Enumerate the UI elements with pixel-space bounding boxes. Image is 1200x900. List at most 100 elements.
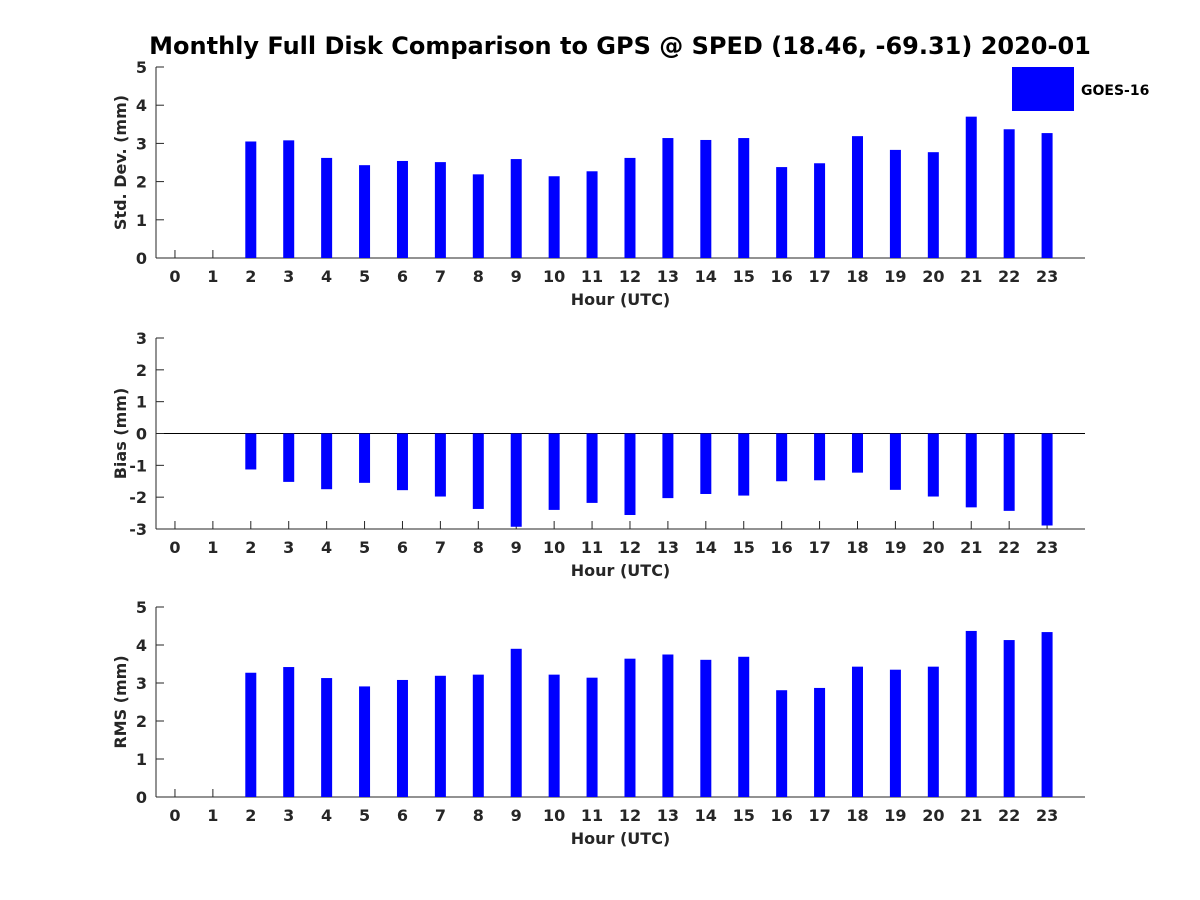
y-tick-label-std-dev: 4 (136, 96, 147, 115)
bar-bias-hour-14 (700, 433, 712, 494)
bar-rms-hour-14 (700, 659, 712, 797)
bar-bias-hour-23 (1041, 433, 1053, 526)
x-tick-label-bias: 5 (359, 538, 370, 557)
bar-bias-hour-22 (1003, 433, 1015, 511)
bar-std-dev-hour-21 (965, 116, 977, 258)
bar-std-dev-hour-8 (472, 174, 484, 258)
bar-std-dev-hour-13 (662, 138, 674, 258)
y-tick-label-bias: 2 (136, 361, 147, 380)
x-tick-label-rms: 18 (846, 806, 868, 825)
bar-rms-hour-16 (776, 690, 788, 797)
x-tick-label-std-dev: 4 (321, 267, 332, 286)
bar-rms-hour-18 (851, 666, 863, 797)
x-tick-label-rms: 22 (998, 806, 1020, 825)
x-tick-label-rms: 1 (207, 806, 218, 825)
x-tick-label-std-dev: 23 (1036, 267, 1058, 286)
bar-rms-hour-2 (245, 672, 257, 797)
x-tick-label-rms: 15 (733, 806, 755, 825)
bar-rms-hour-8 (472, 674, 484, 797)
x-tick-label-rms: 14 (695, 806, 717, 825)
x-tick-label-bias: 12 (619, 538, 641, 557)
x-tick-label-rms: 16 (771, 806, 793, 825)
bar-bias-hour-8 (472, 433, 484, 509)
x-tick-label-std-dev: 6 (397, 267, 408, 286)
y-tick-label-std-dev: 0 (136, 249, 147, 268)
x-tick-label-rms: 3 (283, 806, 294, 825)
bar-bias-hour-2 (245, 433, 257, 470)
bar-rms-hour-5 (359, 686, 371, 797)
y-tick-label-bias: -1 (129, 456, 147, 475)
x-tick-label-bias: 22 (998, 538, 1020, 557)
bar-rms-hour-4 (321, 678, 333, 797)
y-tick-label-bias: 3 (136, 329, 147, 348)
bar-std-dev-hour-2 (245, 141, 257, 258)
x-tick-label-std-dev: 17 (808, 267, 830, 286)
bar-std-dev-hour-16 (776, 167, 788, 258)
y-tick-label-bias: -3 (129, 520, 147, 539)
bar-std-dev-hour-4 (321, 157, 333, 258)
x-tick-label-bias: 18 (846, 538, 868, 557)
bar-rms-hour-11 (586, 677, 598, 797)
x-tick-label-std-dev: 0 (169, 267, 180, 286)
bar-std-dev-hour-10 (548, 176, 560, 258)
bar-rms-hour-22 (1003, 640, 1015, 797)
x-tick-label-bias: 19 (884, 538, 906, 557)
x-tick-label-bias: 0 (169, 538, 180, 557)
bar-rms-hour-10 (548, 674, 560, 797)
bar-rms-hour-20 (927, 666, 939, 797)
x-tick-label-rms: 0 (169, 806, 180, 825)
x-tick-label-std-dev: 22 (998, 267, 1020, 286)
bar-std-dev-hour-15 (738, 138, 750, 258)
x-tick-label-bias: 21 (960, 538, 982, 557)
y-axis-label-rms: RMS (mm) (111, 655, 130, 748)
bar-rms-hour-21 (965, 630, 977, 797)
x-axis-label-rms: Hour (UTC) (571, 829, 671, 848)
y-tick-label-rms: 2 (136, 712, 147, 731)
x-tick-label-bias: 4 (321, 538, 332, 557)
x-tick-label-std-dev: 2 (245, 267, 256, 286)
bar-std-dev-hour-14 (700, 139, 712, 258)
legend-label-goes-16: GOES-16 (1081, 83, 1149, 99)
bar-rms-hour-3 (283, 667, 295, 797)
bar-std-dev-hour-11 (586, 171, 598, 258)
x-tick-label-std-dev: 7 (435, 267, 446, 286)
x-tick-label-std-dev: 1 (207, 267, 218, 286)
y-tick-label-rms: 5 (136, 598, 147, 617)
bar-bias-hour-20 (927, 433, 939, 497)
y-tick-label-std-dev: 2 (136, 173, 147, 192)
x-tick-label-std-dev: 10 (543, 267, 565, 286)
bar-bias-hour-5 (359, 433, 371, 483)
x-tick-label-std-dev: 18 (846, 267, 868, 286)
x-tick-label-rms: 19 (884, 806, 906, 825)
x-tick-label-bias: 23 (1036, 538, 1058, 557)
x-tick-label-bias: 1 (207, 538, 218, 557)
bar-bias-hour-11 (586, 433, 598, 503)
x-tick-label-bias: 11 (581, 538, 603, 557)
bar-std-dev-hour-22 (1003, 129, 1015, 258)
x-tick-label-bias: 7 (435, 538, 446, 557)
x-tick-label-bias: 17 (808, 538, 830, 557)
legend: GOES-16 (1012, 67, 1149, 111)
y-tick-label-bias: 0 (136, 425, 147, 444)
bar-bias-hour-3 (283, 433, 295, 482)
bar-std-dev-hour-12 (624, 157, 636, 258)
bar-bias-hour-6 (396, 433, 408, 491)
x-tick-label-rms: 7 (435, 806, 446, 825)
x-tick-label-std-dev: 9 (511, 267, 522, 286)
x-tick-label-bias: 16 (771, 538, 793, 557)
x-tick-label-rms: 13 (657, 806, 679, 825)
x-tick-label-rms: 23 (1036, 806, 1058, 825)
x-tick-label-rms: 2 (245, 806, 256, 825)
y-axis-label-bias: Bias (mm) (111, 388, 130, 480)
x-axis-label-bias: Hour (UTC) (571, 561, 671, 580)
bar-std-dev-hour-19 (889, 149, 901, 258)
bar-std-dev-hour-17 (814, 163, 826, 258)
bar-bias-hour-21 (965, 433, 977, 508)
bar-rms-hour-12 (624, 658, 636, 797)
x-tick-label-bias: 2 (245, 538, 256, 557)
bar-std-dev-hour-6 (396, 160, 408, 258)
bar-std-dev-hour-18 (851, 136, 863, 258)
x-tick-label-bias: 8 (473, 538, 484, 557)
